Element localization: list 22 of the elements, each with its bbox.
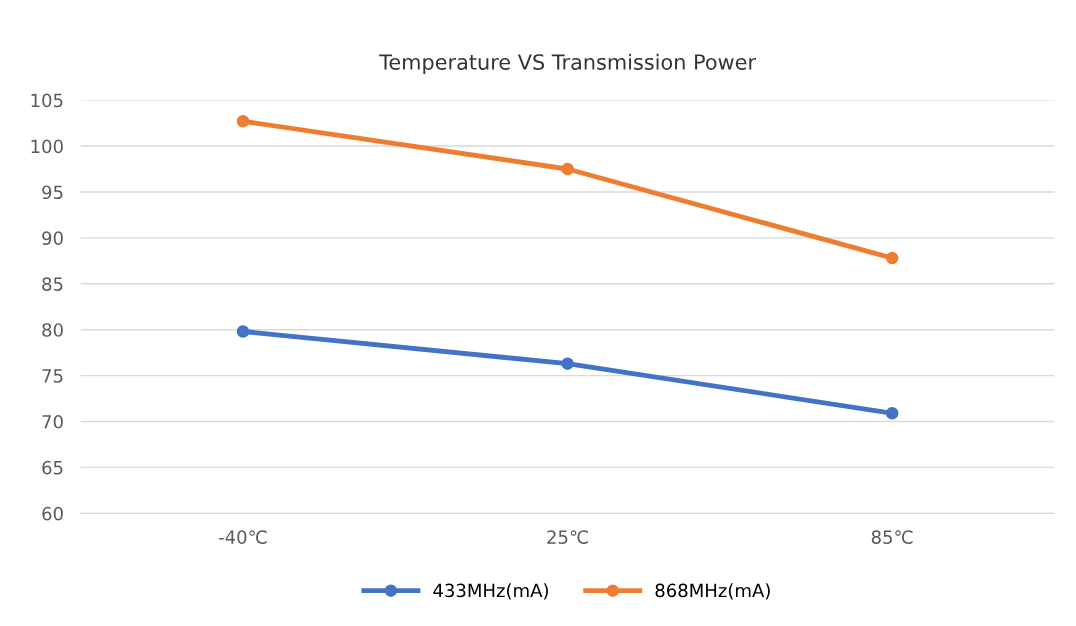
point bbox=[885, 406, 899, 420]
point bbox=[561, 162, 574, 176]
legend-label: 433MHz(mA) bbox=[433, 583, 548, 600]
legend-label: 868MHz(mA) bbox=[655, 583, 770, 600]
y-tick-label: 65 bbox=[42, 460, 63, 475]
y-tick-label: 60 bbox=[42, 506, 63, 521]
point bbox=[236, 325, 250, 338]
y-tick-label: 80 bbox=[42, 323, 63, 337]
y-tick-label: 85 bbox=[42, 277, 63, 291]
y-tick-label: 100 bbox=[31, 139, 63, 154]
x-tick-label: -40℃ bbox=[219, 530, 267, 544]
x-tick-label: 25℃ bbox=[547, 530, 588, 544]
x-tick-label: 85℃ bbox=[871, 530, 913, 544]
point bbox=[885, 251, 899, 265]
point bbox=[561, 357, 574, 370]
y-tick-label: 90 bbox=[42, 231, 63, 245]
y-tick-label: 105 bbox=[31, 93, 63, 108]
y-tick-label: 75 bbox=[42, 369, 63, 383]
point bbox=[236, 115, 250, 128]
y-tick-label: 70 bbox=[42, 414, 63, 429]
y-tick-label: 95 bbox=[42, 185, 63, 200]
chart-title: Temperature VS Transmission Power bbox=[379, 53, 757, 74]
